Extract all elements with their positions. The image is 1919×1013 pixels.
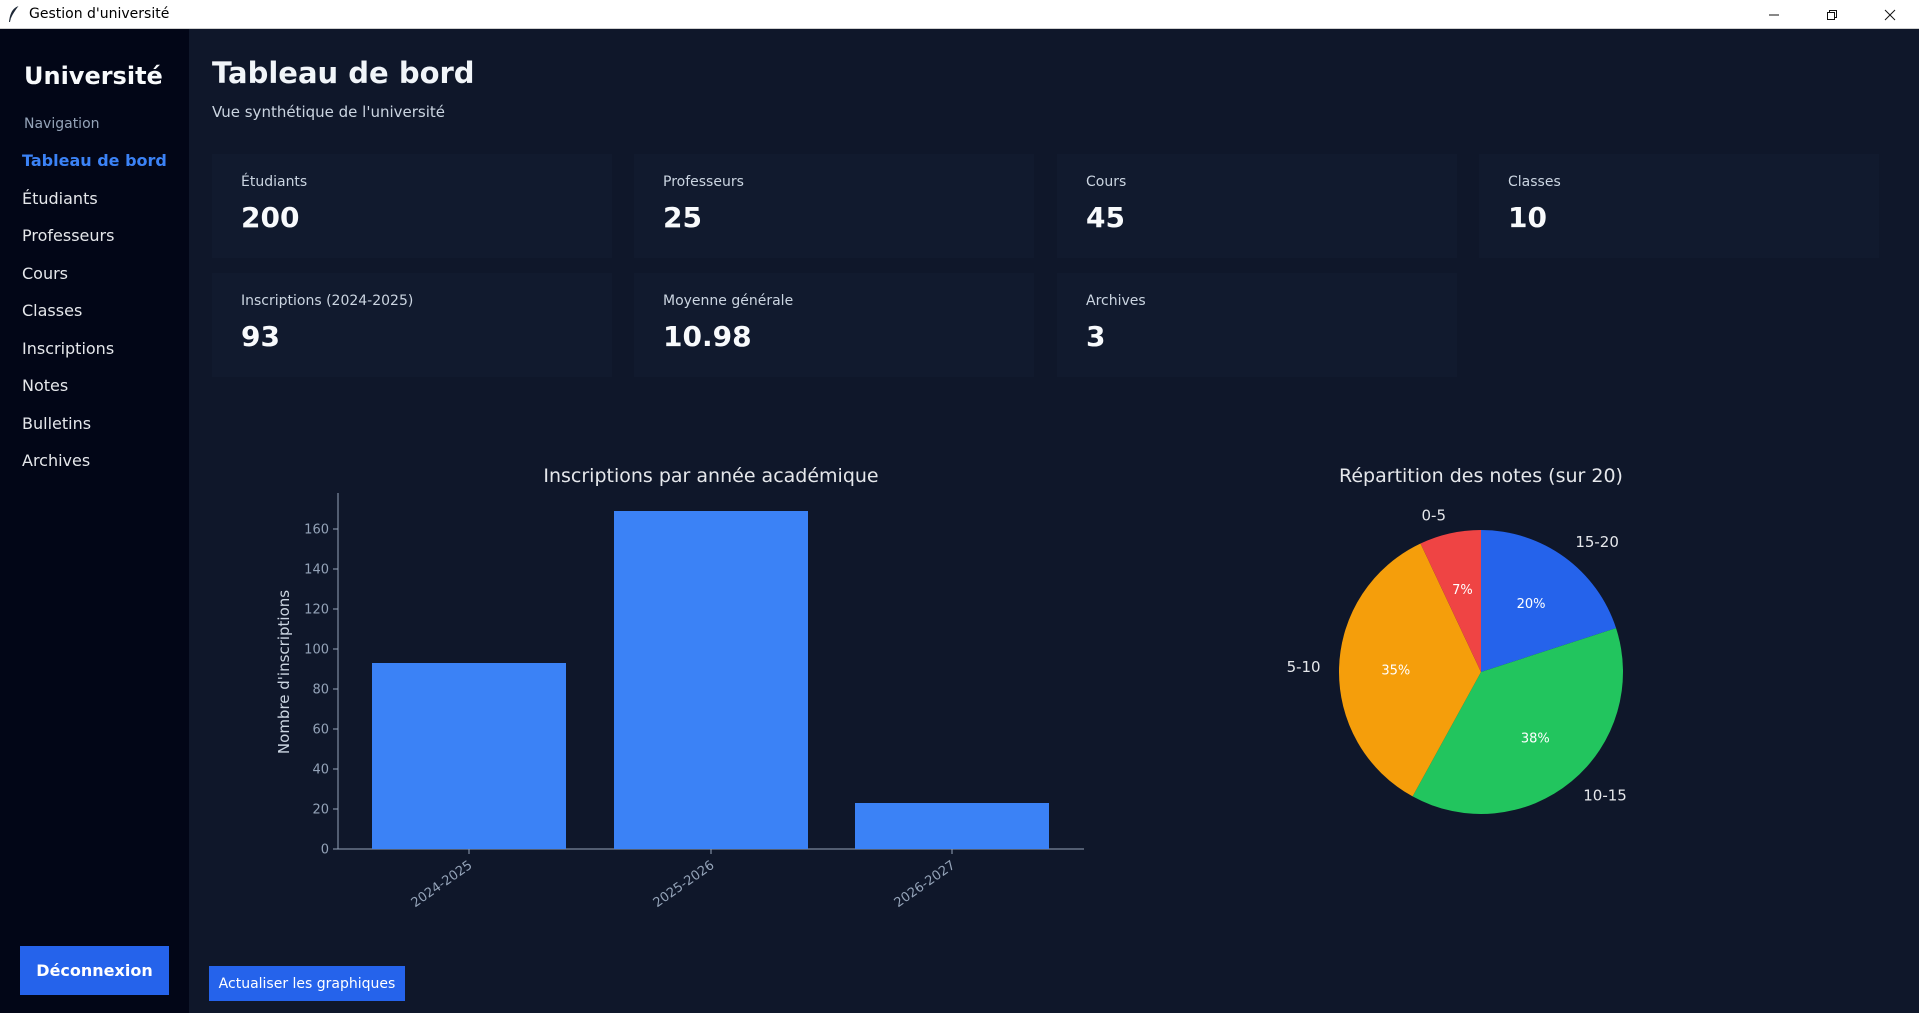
sidebar-item-professors[interactable]: Professeurs (22, 226, 115, 245)
minimize-button[interactable] (1745, 0, 1803, 29)
window-title: Gestion d'université (29, 6, 170, 22)
stat-value: 3 (1086, 320, 1106, 353)
page-title: Tableau de bord (212, 56, 475, 90)
logout-button[interactable]: Déconnexion (20, 946, 169, 995)
sidebar-item-archives[interactable]: Archives (22, 451, 91, 470)
bar-chart-y-label: Nombre d'inscriptions (275, 590, 293, 754)
stat-card-archives: Archives 3 (1057, 273, 1457, 377)
stat-label: Étudiants (241, 174, 308, 190)
y-tick-label: 140 (304, 563, 329, 578)
y-tick-label: 100 (304, 643, 329, 658)
pie-slice (1412, 628, 1623, 815)
y-tick-label: 120 (304, 603, 329, 618)
sidebar-item-enrollments[interactable]: Inscriptions (22, 338, 115, 358)
stat-value: 45 (1086, 201, 1125, 234)
charts-canvas: Inscriptions par année académique 0 20 40 60… (275, 465, 1627, 911)
stat-value: 25 (663, 201, 702, 234)
bar-chart-title: Inscriptions par année académique (543, 465, 878, 487)
pie-value-label: 20% (1517, 597, 1546, 612)
nav-section-label: Navigation (24, 116, 100, 132)
sidebar-brand: Université (24, 62, 163, 90)
y-tick-label: 0 (321, 843, 329, 858)
restore-icon (1827, 9, 1837, 20)
stat-card-courses: Cours 45 (1057, 154, 1457, 258)
pie-slice (1339, 543, 1481, 797)
bar (372, 663, 566, 849)
stat-value: 93 (241, 320, 280, 353)
pie-chart-title: Répartition des notes (sur 20) (1339, 465, 1623, 487)
stat-card-students: Étudiants 200 (212, 154, 612, 258)
stat-card-classes: Classes 10 (1479, 154, 1879, 258)
x-tick-label: 2025-2026 (651, 858, 718, 911)
sidebar-item-courses[interactable]: Cours (22, 263, 69, 283)
bar (614, 511, 808, 849)
y-tick-label: 160 (304, 523, 329, 538)
stat-label: Professeurs (663, 174, 744, 190)
close-button[interactable] (1861, 0, 1919, 29)
stat-label: Moyenne générale (663, 293, 794, 309)
pie-slice (1420, 530, 1481, 672)
y-tick-label: 60 (312, 723, 329, 738)
x-tick-label: 2024-2025 (409, 858, 476, 911)
stat-label: Cours (1086, 174, 1127, 190)
sidebar-item-report-cards[interactable]: Bulletins (22, 413, 92, 433)
feather-icon (7, 5, 21, 23)
sidebar: Université Navigation Tableau de bord Ét… (0, 29, 189, 1013)
pie-category-label: 15-20 (1575, 533, 1619, 551)
sidebar-item-grades[interactable]: Notes (22, 376, 69, 395)
pie-value-label: 38% (1521, 732, 1550, 747)
pie-chart: Répartition des notes (sur 20) 20% 15-20 38… (1287, 465, 1627, 815)
stat-card-average: Moyenne générale 10.98 (634, 273, 1034, 377)
stat-card-professors: Professeurs 25 (634, 154, 1034, 258)
main-content: Tableau de bord Vue synthétique de l'uni… (189, 29, 1919, 1013)
minimize-icon (1769, 14, 1779, 15)
pie-category-label: 10-15 (1583, 787, 1627, 805)
sidebar-item-classes[interactable]: Classes (22, 301, 83, 320)
pie-value-label: 7% (1452, 583, 1473, 598)
stat-value: 200 (241, 201, 300, 234)
bar (855, 803, 1049, 849)
close-icon (1884, 9, 1896, 20)
bar-chart: Inscriptions par année académique 0 20 40 60… (275, 465, 1084, 911)
pie-category-label: 0-5 (1421, 506, 1446, 524)
stat-value: 10.98 (663, 320, 752, 353)
pie-slice (1481, 530, 1617, 672)
window-titlebar: Gestion d'université (0, 0, 1919, 29)
sidebar-item-students[interactable]: Étudiants (22, 188, 98, 208)
restore-button[interactable] (1803, 0, 1861, 29)
page-subtitle: Vue synthétique de l'université (212, 103, 445, 121)
y-tick-label: 80 (312, 683, 329, 698)
y-tick-label: 40 (312, 763, 329, 778)
sidebar-nav: Tableau de bord Étudiants Professeurs Co… (22, 152, 167, 490)
stat-label: Classes (1508, 174, 1561, 190)
stat-label: Inscriptions (2024-2025) (241, 293, 414, 309)
stat-value: 10 (1508, 201, 1547, 234)
y-tick-label: 20 (312, 803, 329, 818)
sidebar-item-dashboard[interactable]: Tableau de bord (22, 151, 167, 170)
x-tick-label: 2026-2027 (892, 858, 959, 911)
pie-value-label: 35% (1381, 663, 1410, 678)
stat-label: Archives (1086, 293, 1146, 309)
pie-category-label: 5-10 (1287, 658, 1321, 676)
refresh-charts-button[interactable]: Actualiser les graphiques (209, 966, 405, 1001)
stat-card-enrollments: Inscriptions (2024-2025) 93 (212, 273, 612, 377)
